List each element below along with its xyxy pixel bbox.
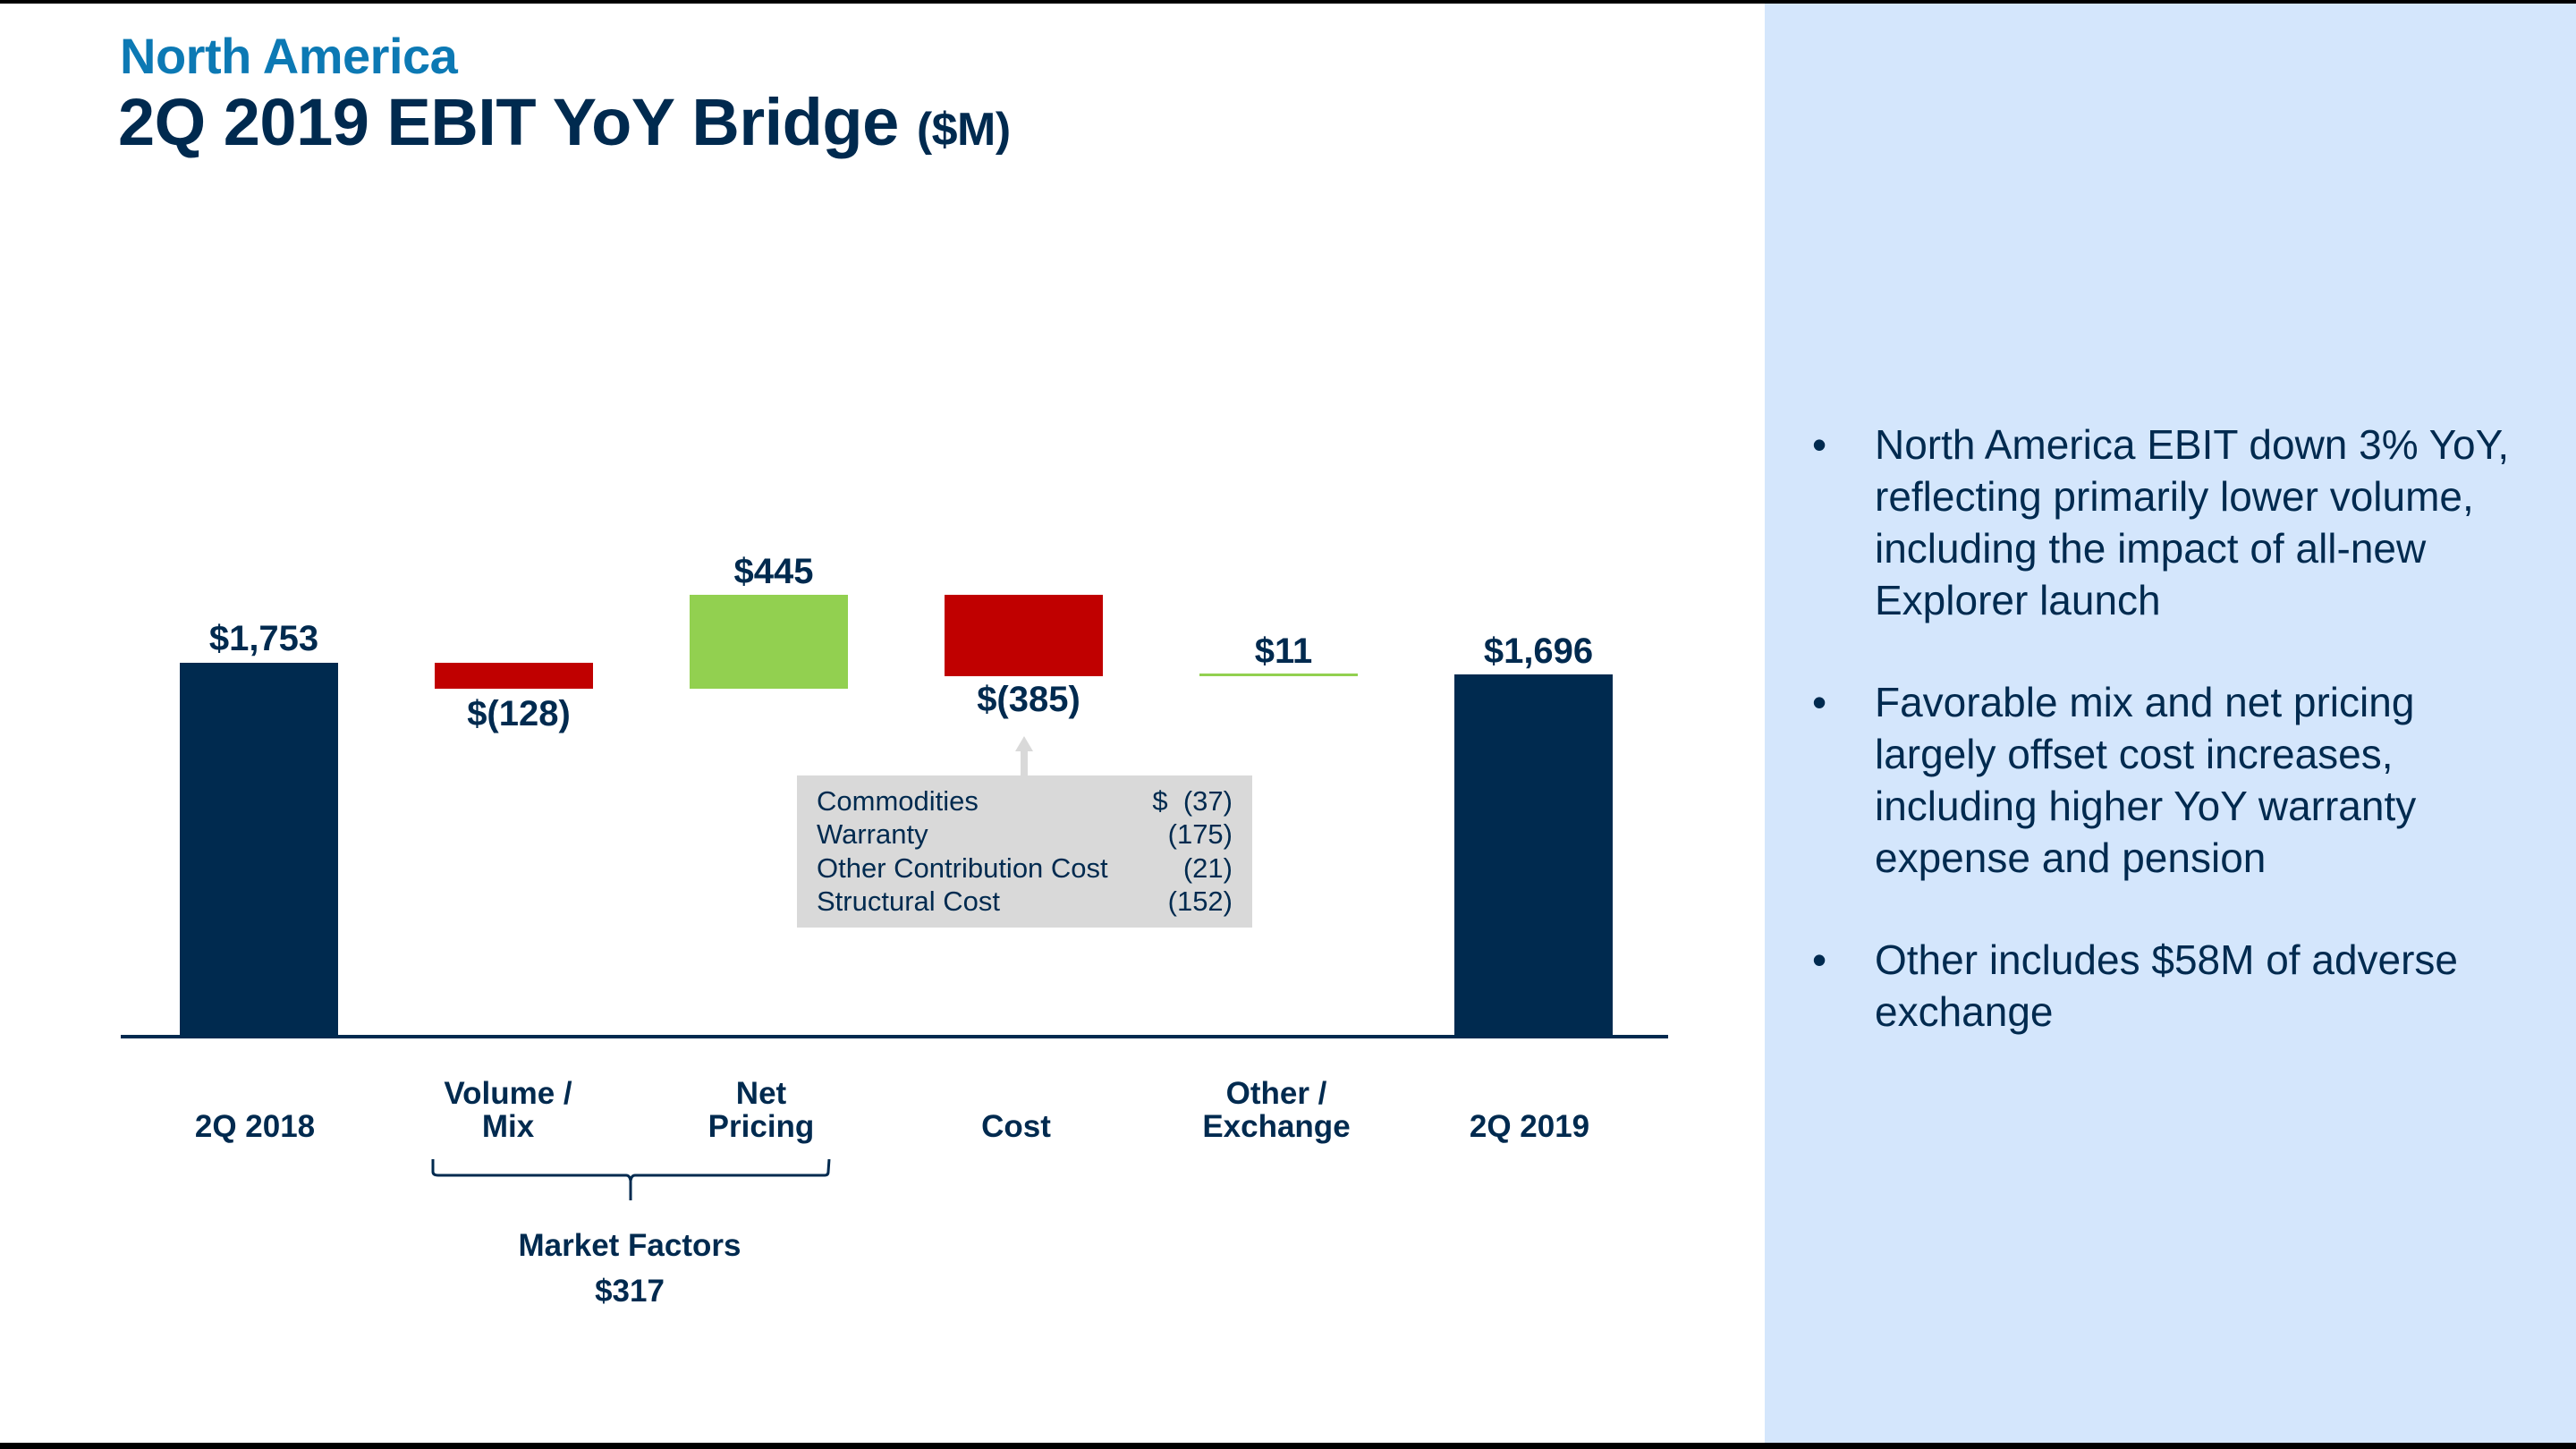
bullet-item: • Other includes $58M of adverse exchang… [1807, 934, 2540, 1038]
bar-other-exchange [1199, 674, 1358, 676]
value-label-2q-2018: $1,753 [208, 619, 319, 658]
value-label-other-exchange: $11 [1254, 631, 1313, 671]
callout-row-warranty: Warranty (175) [817, 818, 1233, 850]
category-cost: Cost [981, 1109, 1051, 1144]
title-text: 2Q 2019 EBIT YoY Bridge [118, 85, 899, 159]
category-volume-mix: Volume / Mix [444, 1076, 572, 1144]
callout-arrow-icon [1015, 736, 1033, 751]
value-label-net-pricing: $445 [733, 552, 814, 591]
bar-cost [945, 595, 1103, 676]
category-2q-2018: 2Q 2018 [194, 1109, 316, 1144]
callout-arrow-shaft [1021, 750, 1028, 776]
region-subtitle: North America [120, 28, 458, 84]
title-unit: ($M) [916, 104, 1011, 156]
bullet-item: • North America EBIT down 3% YoY, reflec… [1807, 419, 2540, 626]
bar-net-pricing [690, 595, 848, 689]
market-factors-label: Market Factors [518, 1228, 741, 1263]
bottom-border [0, 1443, 2576, 1449]
value-label-cost: $(385) [977, 680, 1080, 719]
bullet-icon: • [1812, 421, 1827, 468]
market-factors-bracket [431, 1159, 831, 1200]
value-label-2q-2019: $1,696 [1483, 631, 1594, 671]
callout-row-other-contribution-cost: Other Contribution Cost (21) [817, 852, 1233, 884]
category-other-exchange: Other / Exchange [1202, 1076, 1351, 1144]
bullet-icon: • [1812, 936, 1827, 983]
category-2q-2019: 2Q 2019 [1469, 1109, 1590, 1144]
top-border [0, 0, 2576, 4]
bar-volume-mix [435, 663, 593, 689]
page-title: 2Q 2019 EBIT YoY Bridge ($M) [118, 84, 1011, 160]
commentary-bullets: • North America EBIT down 3% YoY, reflec… [1807, 419, 2540, 1088]
x-axis-line [121, 1035, 1668, 1038]
bullet-icon: • [1812, 679, 1827, 725]
callout-row-structural-cost: Structural Cost (152) [817, 886, 1233, 917]
bullet-item: • Favorable mix and net pricing largely … [1807, 676, 2540, 884]
cost-breakdown-callout: Commodities $ (37) Warranty (175) Other … [797, 775, 1252, 928]
category-net-pricing: Net Pricing [708, 1076, 815, 1144]
commentary-panel [1765, 4, 2576, 1443]
bar-2q-2019 [1454, 674, 1613, 1037]
market-factors-value: $317 [595, 1274, 665, 1309]
bar-2q-2018 [180, 663, 338, 1037]
value-label-volume-mix: $(128) [467, 694, 571, 733]
callout-row-commodities: Commodities $ (37) [817, 785, 1233, 817]
